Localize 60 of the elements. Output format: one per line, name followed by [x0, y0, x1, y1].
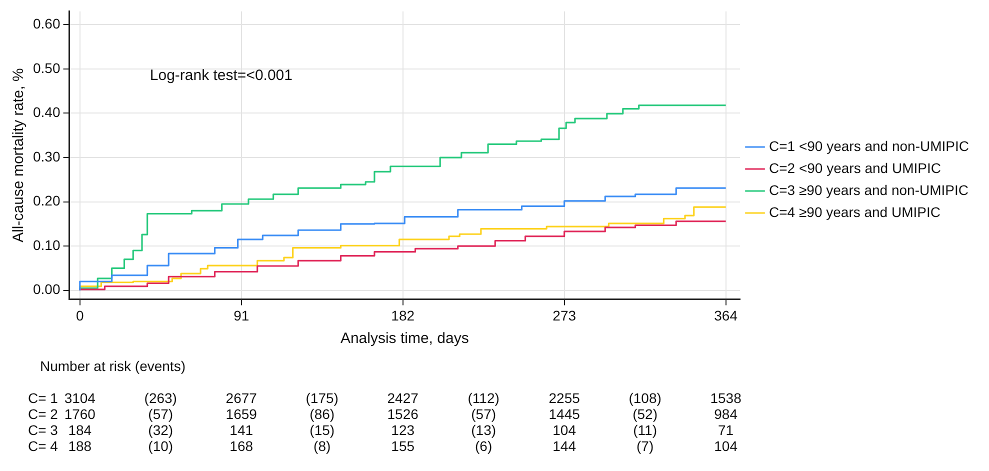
legend-label: C=1 <90 years and non-UMIPIC	[769, 138, 970, 154]
text: 984	[714, 406, 738, 422]
x-tick-label: 273	[552, 307, 576, 324]
text: (8)	[314, 438, 331, 454]
text: C= 3	[28, 422, 58, 438]
y-axis-title: All-cause mortality rate, %	[10, 68, 28, 242]
x-tick-label: 182	[391, 307, 415, 324]
text: 104	[552, 422, 576, 438]
text: (11)	[633, 422, 657, 438]
text: (7)	[636, 438, 654, 454]
text: C= 1	[28, 390, 58, 406]
x-tick-label: 91	[234, 307, 250, 324]
text: 71	[718, 422, 734, 438]
text: 1538	[710, 390, 742, 406]
y-tick-label: 0.20	[33, 192, 60, 209]
text: (13)	[471, 422, 496, 438]
text: C= 2	[28, 406, 58, 422]
legend-label: C=4 ≥90 years and UMIPIC	[769, 204, 940, 220]
y-tick-label: 0.60	[33, 16, 60, 32]
x-tick-label: 364	[714, 307, 738, 324]
text: 1760	[64, 406, 96, 422]
text: 168	[230, 438, 254, 454]
text: (32)	[148, 422, 174, 438]
text: 123	[391, 422, 415, 438]
text: 2255	[548, 390, 580, 406]
text: (108)	[628, 390, 662, 406]
text: 155	[391, 438, 415, 454]
text: (175)	[306, 390, 338, 406]
text: (57)	[148, 406, 174, 422]
x-tick-label: 0	[76, 307, 84, 324]
text: 1526	[387, 406, 418, 422]
text: 141	[230, 422, 254, 438]
y-tick-label: 0.30	[33, 148, 60, 164]
legend-label: C=2 <90 years and UMIPIC	[769, 160, 941, 176]
text: (52)	[632, 406, 658, 422]
text: 144	[552, 438, 576, 454]
text: (112)	[468, 390, 500, 406]
y-tick-label: 0.50	[33, 60, 60, 76]
text: C= 4	[28, 438, 58, 454]
legend-label: C=3 ≥90 years and non-UMIPIC	[769, 182, 969, 198]
text: 1445	[548, 406, 580, 422]
y-tick-label: 0.00	[33, 281, 60, 298]
text: (86)	[310, 406, 335, 422]
text: (10)	[148, 438, 174, 454]
annotation: Log-rank test=<0.001	[150, 66, 292, 84]
y-tick-label: 0.10	[33, 236, 60, 253]
text: 184	[68, 422, 92, 438]
text: (15)	[310, 422, 335, 438]
text: 2677	[226, 390, 257, 406]
text: (57)	[471, 406, 496, 422]
text: (6)	[475, 438, 492, 454]
text: Number at risk (events)	[40, 358, 186, 374]
text: 188	[68, 438, 92, 454]
x-axis-title: Analysis time, days	[340, 330, 469, 348]
y-tick-label: 0.40	[33, 104, 60, 120]
text: (263)	[144, 390, 177, 406]
text: 1659	[226, 406, 257, 422]
text: 2427	[387, 390, 418, 406]
text: 3104	[64, 390, 96, 406]
text: 104	[714, 438, 738, 454]
